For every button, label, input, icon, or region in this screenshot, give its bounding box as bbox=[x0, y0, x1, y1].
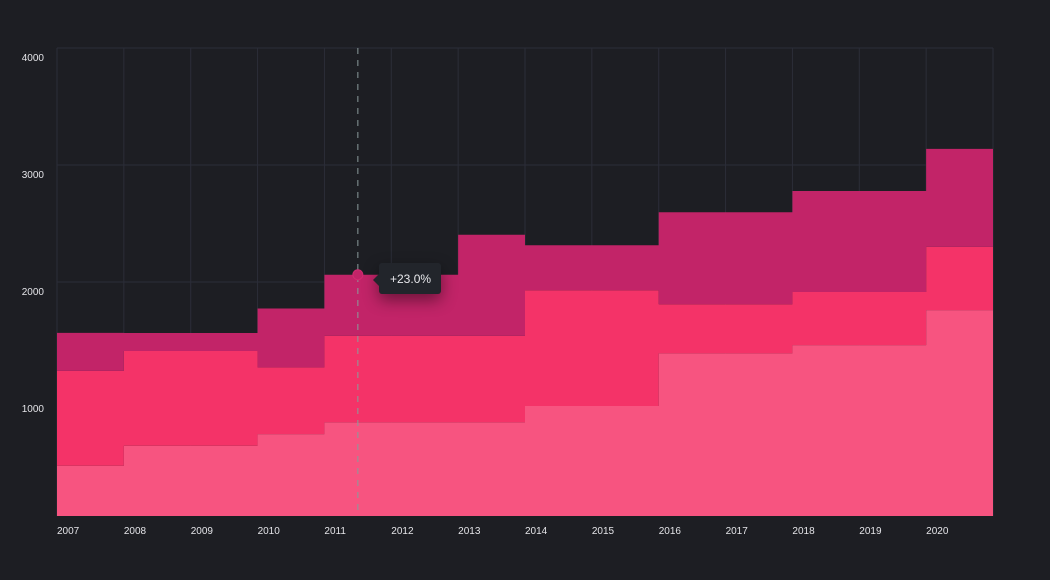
x-tick-label: 2009 bbox=[191, 526, 214, 537]
x-tick-label: 2008 bbox=[124, 526, 147, 537]
hover-dot bbox=[352, 269, 364, 281]
x-tick-label: 2017 bbox=[726, 526, 749, 537]
x-tick-label: 2015 bbox=[592, 526, 615, 537]
y-tick-label: 4000 bbox=[22, 53, 45, 64]
y-tick-label: 3000 bbox=[22, 170, 45, 181]
tooltip: +23.0% bbox=[372, 263, 442, 294]
y-tick-label: 1000 bbox=[22, 404, 45, 415]
x-tick-label: 2013 bbox=[458, 526, 481, 537]
x-tick-label: 2018 bbox=[792, 526, 815, 537]
x-tick-label: 2020 bbox=[926, 526, 949, 537]
x-tick-label: 2019 bbox=[859, 526, 882, 537]
y-tick-label: 2000 bbox=[22, 287, 45, 298]
tooltip-text: +23.0% bbox=[390, 272, 432, 286]
series-area-2 bbox=[57, 246, 993, 466]
x-tick-label: 2014 bbox=[525, 526, 548, 537]
x-tick-label: 2010 bbox=[258, 526, 281, 537]
series-area-3 bbox=[57, 148, 993, 371]
x-tick-label: 2012 bbox=[391, 526, 414, 537]
x-tick-label: 2007 bbox=[57, 526, 80, 537]
x-tick-label: 2011 bbox=[324, 526, 346, 537]
x-tick-label: 2016 bbox=[659, 526, 682, 537]
